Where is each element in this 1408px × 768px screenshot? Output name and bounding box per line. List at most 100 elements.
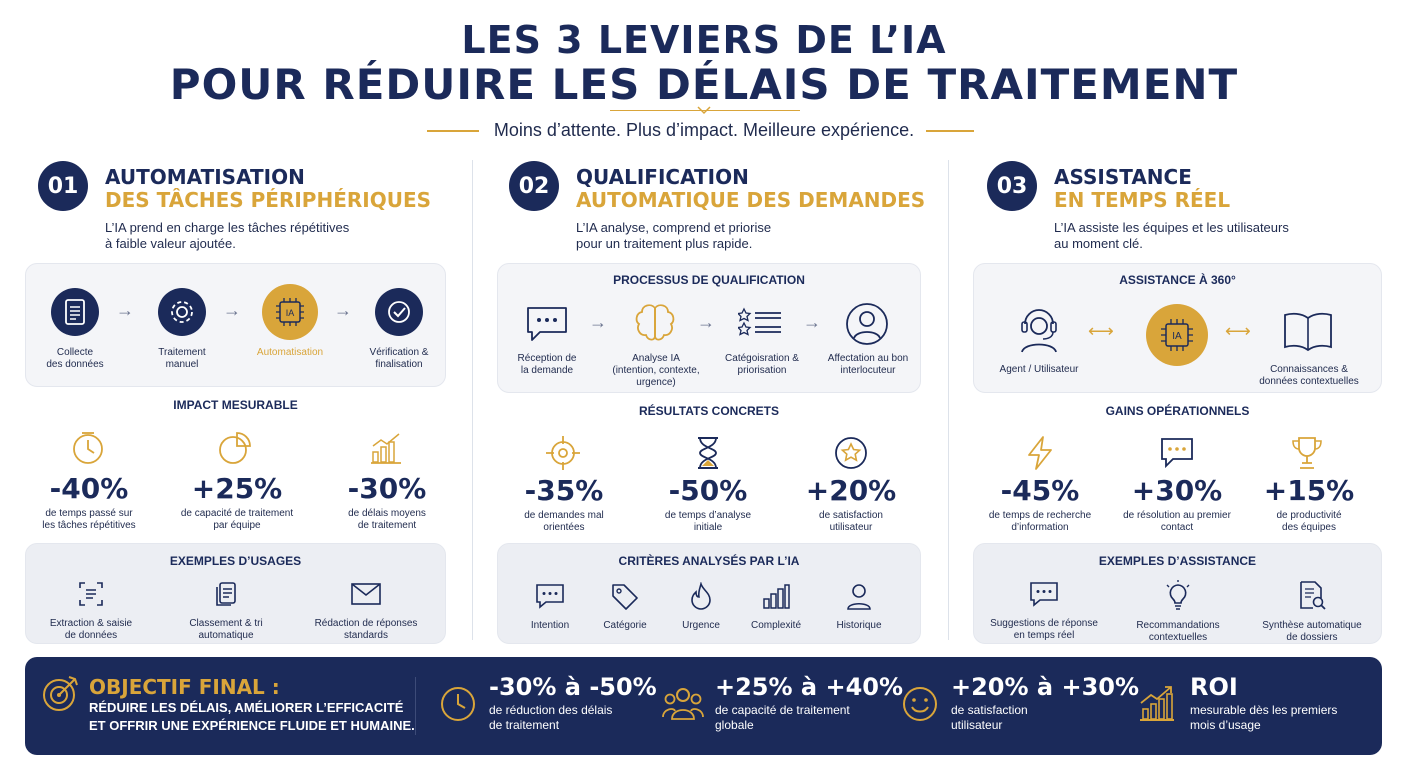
metric-label: d’information (1011, 522, 1069, 533)
step-label-line: finalisation (375, 359, 423, 370)
section-heading-1: AUTOMATISATION DES TÂCHES PÉRIPHÉRIQUES (105, 166, 431, 212)
headset-agent-icon (1021, 309, 1057, 353)
bar-chart-icon (371, 433, 401, 464)
step-label-line: Collecte (56, 347, 94, 358)
step-label-line: interlocuteur (840, 365, 896, 376)
step-label-line: urgence) (636, 377, 676, 388)
step-label-line: des données (46, 359, 104, 370)
column-divider (948, 160, 949, 640)
bidirectional-arrow-icon: ⟷ (1088, 321, 1114, 341)
trophy-icon (1292, 437, 1322, 469)
chevron-down-icon (697, 106, 711, 115)
section-heading-line2: AUTOMATIQUE DES DEMANDES (576, 188, 926, 212)
title-line-2: POUR RÉDUIRE LES DÉLAIS DE TRAITEMENT (169, 60, 1239, 109)
scan-document-icon (79, 582, 103, 606)
step-label-line: données contextuelles (1259, 376, 1359, 387)
criteria-item: Complexité (746, 582, 806, 632)
title-line-1: LES 3 LEVIERS DE L’IA (461, 18, 947, 62)
document-icon (51, 288, 99, 336)
star-list-icon (738, 307, 781, 336)
example-label: en temps réel (1013, 630, 1075, 641)
metric-value: +25% (191, 472, 283, 505)
section-heading-line1: AUTOMATISATION (105, 165, 305, 189)
growth-chart-icon (1140, 686, 1174, 721)
section-heading-line2: DES TÂCHES PÉRIPHÉRIQUES (105, 188, 432, 212)
banner-label: utilisateur (951, 718, 1003, 732)
star-badge-icon (835, 437, 867, 469)
clock-icon (441, 687, 475, 721)
chat-bubble-icon (536, 584, 564, 609)
metric-value: -45% (1000, 474, 1080, 507)
team-icon (662, 688, 704, 720)
step-label-line: (intention, contexte, (612, 365, 700, 376)
knowledge-label: Connaissances & données contextuelles (1254, 364, 1364, 388)
bar-chart-icon (763, 584, 790, 609)
section-number-03: 03 (987, 161, 1037, 211)
metric-card: -40% de temps passé sur les tâches répétit… (25, 474, 153, 532)
files-icon (216, 582, 236, 606)
ai-badge-text: IA (286, 308, 295, 318)
agent-label: Agent / Utilisateur (984, 364, 1094, 376)
step-label-line: Connaissances & (1270, 364, 1348, 375)
metric-label: des équipes (1282, 522, 1336, 533)
criteria-label: Intention (530, 620, 570, 631)
step-label-line: Agent / Utilisateur (999, 364, 1079, 375)
usage-examples-panel: EXEMPLES D’USAGES Extraction & saisie de … (25, 543, 446, 644)
banner-label: mois d’usage (1190, 718, 1261, 732)
desc-line: à faible valeur ajoutée. (105, 236, 236, 251)
desc-line: au moment clé. (1054, 236, 1143, 251)
process-title: PROCESSUS DE QUALIFICATION (613, 273, 805, 287)
criteria-label: Catégorie (603, 620, 647, 631)
results-title: RÉSULTATS CONCRETS (639, 404, 779, 418)
metric-label: orientées (543, 522, 585, 533)
lightning-icon (1028, 436, 1052, 470)
envelope-icon (351, 583, 381, 605)
metric-label: de productivité (1276, 510, 1342, 521)
column-divider (472, 160, 473, 640)
hourglass-icon (698, 437, 718, 469)
user-circle-icon (846, 303, 888, 345)
usage-label: Rédaction de réponses (314, 618, 418, 629)
example-item: Recommandations contextuelles (1120, 580, 1236, 644)
target-icon (546, 436, 580, 470)
user-icon (847, 584, 871, 610)
desc-line: L’IA assiste les équipes et les utilisat… (1054, 220, 1289, 235)
section-number-02: 02 (509, 161, 559, 211)
metric-label: de temps passé sur (45, 508, 133, 519)
assistance-examples-panel: EXEMPLES D’ASSISTANCE Suggestions de rép… (973, 543, 1382, 644)
example-label: Synthèse automatique (1262, 620, 1362, 631)
subtitle-divider-left (427, 130, 479, 132)
banner-label: globale (715, 718, 754, 732)
subtitle-divider-right (926, 130, 974, 132)
metric-card: -45% de temps de recherche d’information (975, 476, 1105, 534)
brain-icon (635, 304, 675, 341)
arrow-right-icon: → (334, 300, 352, 320)
example-item: Suggestions de réponse en temps réel (986, 580, 1102, 642)
usage-item: Extraction & saisie de données (36, 580, 146, 642)
usage-label: de données (64, 630, 118, 641)
metric-card: +25% de capacité de traitement par équipe (170, 474, 304, 532)
section-heading-line1: QUALIFICATION (576, 165, 749, 189)
section-description: L’IA analyse, comprend et priorise pour … (576, 220, 771, 252)
step-label-3: Automatisation (240, 347, 340, 359)
metric-label: de délais moyens (348, 508, 426, 519)
criteria-label: Historique (836, 620, 882, 631)
metric-label: de demandes mal (524, 510, 604, 521)
lightbulb-icon (1166, 580, 1190, 610)
step-label-line: Analyse IA (632, 353, 680, 364)
chat-bubble-icon (1030, 582, 1058, 607)
criteria-panel: CRITÈRES ANALYSÉS PAR L’IA Intention Cat… (497, 543, 921, 644)
arrow-right-icon: → (803, 312, 821, 332)
ai-chip-icon: IA (262, 284, 318, 340)
tag-icon (612, 584, 638, 610)
subtitle: Moins d’attente. Plus d’impact. Meilleur… (493, 120, 915, 140)
criteria-title: CRITÈRES ANALYSÉS PAR L’IA (618, 554, 800, 568)
usage-label: standards (344, 630, 388, 641)
step-label-line: Vérification & (369, 347, 429, 358)
usage-label: automatique (198, 630, 254, 641)
target-arrow-icon (43, 676, 78, 711)
ai-badge-text: IA (1172, 331, 1182, 342)
metric-value: -35% (524, 474, 604, 507)
arrow-right-icon: → (223, 300, 241, 320)
automation-process-panel: → → IA → Collecte des données Traitement m… (25, 263, 446, 387)
